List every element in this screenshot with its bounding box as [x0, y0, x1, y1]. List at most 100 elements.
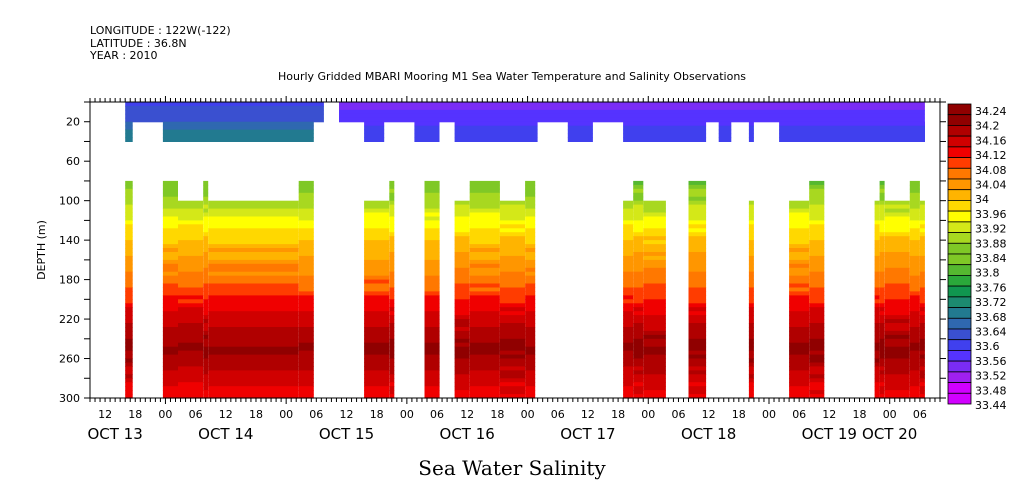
deep-cell — [178, 370, 204, 375]
deep-cell — [125, 362, 133, 367]
deep-cell — [389, 315, 395, 320]
deep-cell — [919, 386, 925, 391]
deep-cell — [909, 394, 920, 399]
deep-cell — [178, 350, 204, 356]
deep-cell — [633, 307, 644, 312]
deep-cell — [643, 204, 666, 210]
deep-cell — [203, 236, 209, 241]
colorbar-label: 33.76 — [975, 281, 1007, 294]
deep-cell — [178, 263, 204, 269]
deep-cell — [208, 299, 299, 304]
deep-cell — [424, 334, 440, 340]
deep-cell — [364, 307, 390, 312]
x-hour-tick-label: 18 — [853, 408, 867, 421]
deep-cell — [424, 252, 440, 257]
deep-cell — [125, 291, 133, 296]
colorbar-label: 33.44 — [975, 399, 1007, 412]
subsurface-cell — [454, 137, 538, 142]
deep-cell — [909, 200, 920, 206]
colorbar-label: 34.2 — [975, 120, 1000, 133]
colorbar-swatch — [947, 307, 972, 319]
deep-cell — [633, 346, 644, 352]
deep-cell — [884, 228, 910, 233]
deep-cell — [208, 252, 299, 257]
deep-cell — [909, 303, 920, 308]
deep-cell — [424, 287, 440, 292]
deep-cell — [454, 374, 470, 379]
colorbar-label: 33.6 — [975, 340, 1000, 353]
x-day-label: OCT 20 — [862, 425, 917, 443]
deep-cell — [623, 382, 634, 387]
year-label: YEAR : 2010 — [89, 49, 158, 62]
deep-cell — [469, 299, 500, 304]
deep-cell — [633, 358, 644, 363]
deep-cell — [178, 303, 204, 308]
deep-cell — [178, 346, 204, 352]
deep-cell — [208, 350, 299, 356]
colorbar-swatch — [947, 253, 972, 266]
deep-cell — [424, 248, 440, 253]
deep-cell — [525, 283, 536, 288]
deep-cell — [364, 311, 390, 316]
deep-cell — [884, 350, 910, 356]
deep-cell — [874, 390, 880, 395]
deep-cell — [298, 390, 314, 395]
deep-cell — [909, 291, 920, 296]
deep-cell — [623, 307, 634, 312]
deep-cell — [208, 232, 299, 237]
deep-cell — [643, 279, 666, 285]
deep-cell — [643, 350, 666, 356]
deep-cell — [203, 295, 209, 300]
deep-cell — [879, 204, 885, 210]
deep-cell — [298, 236, 314, 241]
deep-cell — [909, 196, 920, 202]
deep-cell — [424, 370, 440, 375]
deep-cell — [525, 271, 536, 277]
deep-cell — [298, 259, 314, 265]
deep-cell — [178, 267, 204, 273]
deep-cell — [633, 255, 644, 261]
deep-cell — [499, 259, 525, 265]
deep-cell — [298, 180, 314, 186]
deep-cell — [525, 204, 536, 210]
deep-cell — [389, 192, 395, 198]
deep-cell — [879, 271, 885, 277]
deep-cell — [203, 252, 209, 257]
deep-cell — [879, 291, 885, 296]
deep-cell — [469, 220, 500, 225]
deep-cell — [208, 216, 299, 221]
deep-cell — [454, 295, 470, 300]
deep-cell — [643, 342, 666, 348]
shallow-cell — [339, 102, 925, 107]
deep-cell — [208, 307, 299, 312]
deep-cell — [879, 287, 885, 292]
x-day-label: OCT 18 — [681, 425, 736, 443]
deep-cell — [389, 208, 395, 214]
deep-cell — [809, 244, 825, 249]
deep-cell — [748, 315, 754, 320]
deep-cell — [623, 248, 634, 253]
deep-cell — [389, 354, 395, 360]
deep-cell — [364, 374, 390, 379]
deep-cell — [789, 330, 810, 336]
deep-cell — [203, 390, 209, 395]
deep-cell — [364, 212, 390, 217]
deep-cell — [208, 386, 299, 391]
deep-cell — [424, 267, 440, 273]
deep-cell — [454, 224, 470, 229]
y-axis-label: DEPTH (m) — [35, 220, 48, 280]
deep-cell — [364, 382, 390, 387]
deep-cell — [623, 327, 634, 332]
deep-cell — [469, 350, 500, 356]
deep-cell — [789, 327, 810, 332]
deep-cell — [125, 350, 133, 356]
deep-cell — [454, 378, 470, 383]
deep-cell — [809, 378, 825, 383]
deep-cell — [643, 291, 666, 296]
deep-cell — [499, 263, 525, 269]
deep-cell — [424, 275, 440, 281]
deep-cell — [688, 323, 707, 328]
deep-cell — [623, 334, 634, 340]
deep-cell — [874, 374, 880, 379]
deep-cell — [389, 224, 395, 229]
